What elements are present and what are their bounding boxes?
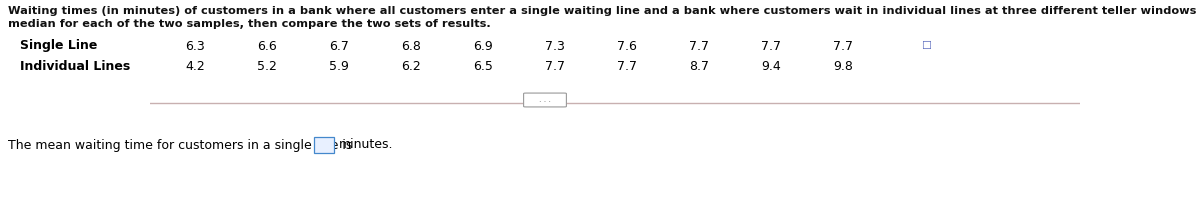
Text: 6.2: 6.2 — [401, 60, 421, 72]
Text: 6.9: 6.9 — [473, 39, 493, 53]
Text: 6.6: 6.6 — [257, 39, 277, 53]
Text: 5.2: 5.2 — [257, 60, 277, 72]
Text: 6.3: 6.3 — [185, 39, 205, 53]
Text: 7.7: 7.7 — [761, 39, 781, 53]
Text: 6.7: 6.7 — [329, 39, 349, 53]
Text: minutes.: minutes. — [338, 138, 394, 152]
Text: The mean waiting time for customers in a single line is: The mean waiting time for customers in a… — [8, 138, 353, 152]
Text: Waiting times (in minutes) of customers in a bank where all customers enter a si: Waiting times (in minutes) of customers … — [8, 6, 1200, 16]
Text: 7.7: 7.7 — [617, 60, 637, 72]
Text: 7.7: 7.7 — [833, 39, 853, 53]
Text: 7.7: 7.7 — [545, 60, 565, 72]
Text: 9.4: 9.4 — [761, 60, 781, 72]
Text: median for each of the two samples, then compare the two sets of results.: median for each of the two samples, then… — [8, 19, 491, 29]
Text: . . .: . . . — [539, 95, 551, 104]
Text: 9.8: 9.8 — [833, 60, 853, 72]
Text: 8.7: 8.7 — [689, 60, 709, 72]
Text: ☐: ☐ — [922, 41, 931, 51]
Text: 4.2: 4.2 — [185, 60, 205, 72]
Text: 6.8: 6.8 — [401, 39, 421, 53]
Text: 7.3: 7.3 — [545, 39, 565, 53]
Text: 7.6: 7.6 — [617, 39, 637, 53]
Text: Single Line: Single Line — [20, 39, 97, 53]
Text: Individual Lines: Individual Lines — [20, 60, 131, 72]
Text: 7.7: 7.7 — [689, 39, 709, 53]
Text: 6.5: 6.5 — [473, 60, 493, 72]
Text: 5.9: 5.9 — [329, 60, 349, 72]
